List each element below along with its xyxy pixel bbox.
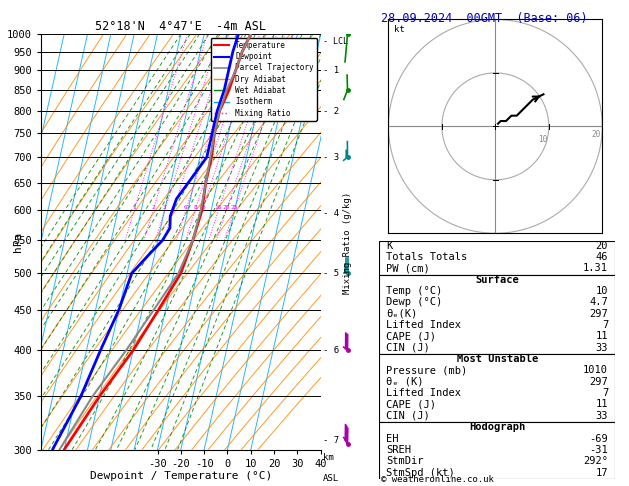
Text: hPa: hPa xyxy=(13,232,23,252)
Text: - 5: - 5 xyxy=(323,269,339,278)
Text: 4.7: 4.7 xyxy=(589,297,608,308)
Text: StmSpd (kt): StmSpd (kt) xyxy=(386,468,455,478)
Text: K: K xyxy=(386,241,392,251)
Text: Most Unstable: Most Unstable xyxy=(457,354,538,364)
Text: 11: 11 xyxy=(596,331,608,342)
Text: kt: kt xyxy=(394,25,404,34)
Legend: Temperature, Dewpoint, Parcel Trajectory, Dry Adiabat, Wet Adiabat, Isotherm, Mi: Temperature, Dewpoint, Parcel Trajectory… xyxy=(211,38,317,121)
Text: 11: 11 xyxy=(596,399,608,410)
Text: - 4: - 4 xyxy=(323,208,339,218)
Text: km: km xyxy=(323,453,333,462)
Text: Surface: Surface xyxy=(476,275,519,285)
Text: Pressure (mb): Pressure (mb) xyxy=(386,365,467,376)
Text: 6: 6 xyxy=(184,205,187,210)
Text: CAPE (J): CAPE (J) xyxy=(386,399,437,410)
Text: 33: 33 xyxy=(596,343,608,353)
Text: Lifted Index: Lifted Index xyxy=(386,320,461,330)
Text: 46: 46 xyxy=(596,252,608,262)
Text: Temp (°C): Temp (°C) xyxy=(386,286,443,296)
Text: 17: 17 xyxy=(596,468,608,478)
Text: - 3: - 3 xyxy=(323,153,339,162)
Text: 10: 10 xyxy=(199,205,206,210)
Text: - 1: - 1 xyxy=(323,66,339,75)
Text: -31: -31 xyxy=(589,445,608,455)
Text: Lifted Index: Lifted Index xyxy=(386,388,461,398)
Text: 1.31: 1.31 xyxy=(583,263,608,274)
Text: 2: 2 xyxy=(151,205,155,210)
Text: PW (cm): PW (cm) xyxy=(386,263,430,274)
Text: 3: 3 xyxy=(163,205,167,210)
Text: SREH: SREH xyxy=(386,445,411,455)
Text: - 7: - 7 xyxy=(323,436,339,445)
Bar xyxy=(379,275,615,354)
Text: Mixing Ratio (g/kg): Mixing Ratio (g/kg) xyxy=(343,192,352,294)
Text: 7: 7 xyxy=(602,320,608,330)
Text: Totals Totals: Totals Totals xyxy=(386,252,467,262)
Text: 1010: 1010 xyxy=(583,365,608,376)
Bar xyxy=(379,354,615,422)
Text: ASL: ASL xyxy=(323,474,339,484)
Text: 1: 1 xyxy=(132,205,136,210)
Text: - LCL: - LCL xyxy=(323,37,348,46)
X-axis label: Dewpoint / Temperature (°C): Dewpoint / Temperature (°C) xyxy=(90,471,272,481)
Text: 20: 20 xyxy=(223,205,230,210)
Text: -69: -69 xyxy=(589,434,608,444)
Text: 20: 20 xyxy=(596,241,608,251)
Text: 20: 20 xyxy=(591,130,601,139)
Bar xyxy=(379,422,615,479)
Text: 4: 4 xyxy=(172,205,175,210)
Text: 33: 33 xyxy=(596,411,608,421)
Text: 8: 8 xyxy=(193,205,197,210)
Text: 297: 297 xyxy=(589,377,608,387)
Text: 7: 7 xyxy=(602,388,608,398)
Text: © weatheronline.co.uk: © weatheronline.co.uk xyxy=(381,474,493,484)
Text: 28.09.2024  00GMT  (Base: 06): 28.09.2024 00GMT (Base: 06) xyxy=(381,12,587,25)
Bar xyxy=(379,241,615,275)
Text: θₑ(K): θₑ(K) xyxy=(386,309,418,319)
Text: EH: EH xyxy=(386,434,399,444)
Text: CAPE (J): CAPE (J) xyxy=(386,331,437,342)
Title: 52°18'N  4°47'E  -4m ASL: 52°18'N 4°47'E -4m ASL xyxy=(96,20,266,33)
Text: CIN (J): CIN (J) xyxy=(386,343,430,353)
Text: 297: 297 xyxy=(589,309,608,319)
Text: 16: 16 xyxy=(214,205,222,210)
Text: 292°: 292° xyxy=(583,456,608,466)
Text: CIN (J): CIN (J) xyxy=(386,411,430,421)
Text: - 2: - 2 xyxy=(323,106,339,116)
Text: 10: 10 xyxy=(596,286,608,296)
Text: StmDir: StmDir xyxy=(386,456,424,466)
Text: Dewp (°C): Dewp (°C) xyxy=(386,297,443,308)
Text: θₑ (K): θₑ (K) xyxy=(386,377,424,387)
Text: - 6: - 6 xyxy=(323,346,339,355)
Text: 25: 25 xyxy=(230,205,238,210)
Text: 10: 10 xyxy=(538,136,547,144)
Text: Hodograph: Hodograph xyxy=(469,422,525,432)
